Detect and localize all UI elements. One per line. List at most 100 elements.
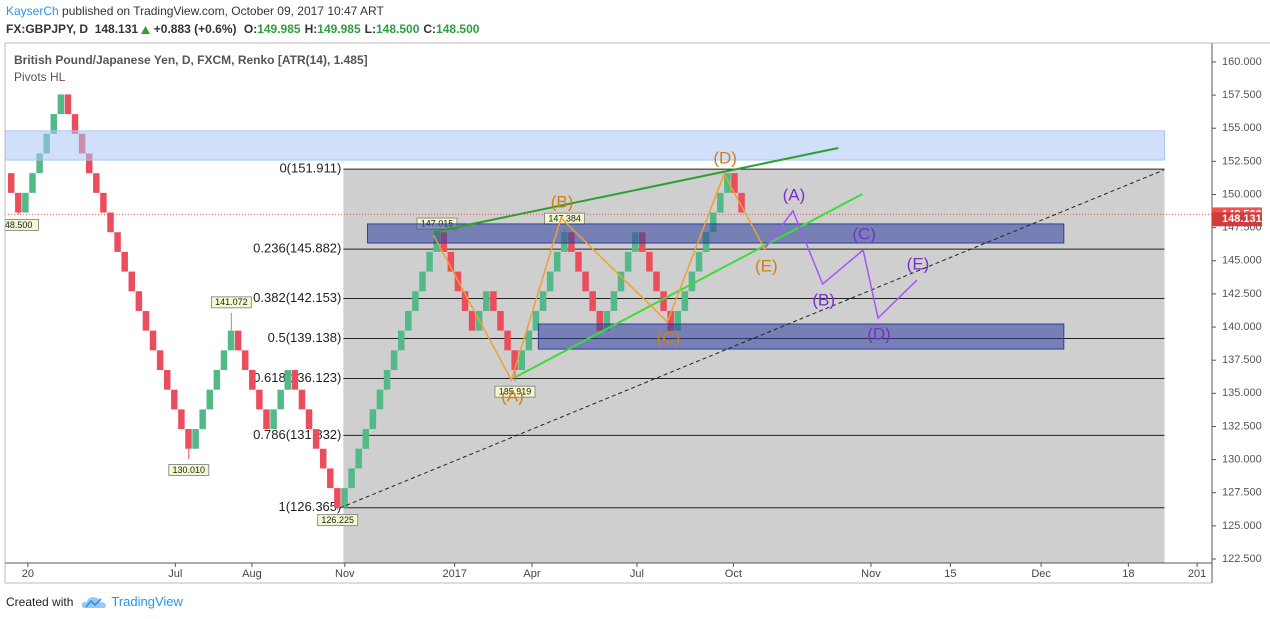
brick [270,409,277,430]
brick [312,429,320,449]
brick [709,212,717,233]
pivot-box [168,464,210,476]
wave-label: (D) [867,325,891,344]
brick [234,330,242,351]
wave-label: (B) [812,290,835,309]
ohlc-key: H: [304,22,318,36]
x-tick-label: 15 [944,568,956,580]
brick [178,409,185,430]
x-tick-label: 20 [22,568,34,580]
pivot-box [210,296,252,309]
brick [511,350,518,371]
author[interactable]: KayserCh [6,4,59,18]
brick [426,251,433,272]
brick [22,192,29,213]
brick [610,291,618,311]
y-tick-label: 122.500 [1222,553,1262,565]
zone [5,130,1165,161]
brick [156,350,164,371]
wave-label: (C) [852,225,876,244]
brick [724,173,731,193]
change: +0.883 (+0.6%) [153,22,237,36]
symbol-line: FX:GBPJPY, D 148.131 +0.883 (+0.6%) O:14… [6,22,479,36]
y-tick-label: 125.000 [1222,520,1262,532]
brick [135,291,143,311]
brick [241,350,249,371]
brick [93,173,100,193]
wave-label: (A) [783,185,806,204]
created-with: Created with [6,594,74,609]
brick [57,94,65,115]
brick [525,330,533,351]
publish-line: KayserCh published on TradingView.com, O… [6,4,384,18]
brick [362,429,370,449]
y-tick-label: 160.000 [1222,56,1262,68]
brick [319,448,327,469]
brick [660,291,667,311]
y-tick-label: 145.000 [1222,255,1262,267]
brick [128,271,136,292]
brick [383,370,391,390]
brick [596,310,604,331]
brick [731,173,738,193]
brand[interactable]: TradingView [111,594,183,609]
last-price-box-label: 148.131 [1222,213,1262,225]
y-tick-label: 155.000 [1222,122,1262,134]
brick [695,251,703,272]
last-price-box [1212,212,1262,227]
brick [192,429,199,449]
wave-label: (D) [713,148,737,167]
brick [575,251,582,272]
brick [114,232,121,252]
brick [532,310,540,331]
brick [483,291,490,311]
brick [263,409,270,430]
brick [71,114,79,134]
chart-title: British Pound/Japanese Yen, D, FXCM, Ren… [14,53,368,67]
brick [617,271,625,292]
brick [412,291,419,311]
brick [64,94,72,115]
x-tick-label: 18 [1122,568,1134,580]
brick [249,370,256,390]
brick [603,310,611,331]
brick [419,271,426,292]
pivot-box [494,385,536,398]
y-tick-label: 132.500 [1222,420,1262,432]
brick [327,468,334,489]
brick [717,192,724,213]
brick [397,330,405,351]
brick [121,251,128,272]
brick [405,310,412,331]
ohlc-value: 148.500 [436,22,480,36]
brick [582,271,589,292]
brick [369,409,377,430]
pivot-box [317,514,359,527]
ohlc-key: L: [364,22,376,36]
pivot-box [5,218,40,231]
brick [518,350,526,371]
x-tick-label: Jul [630,568,644,580]
brick [334,488,341,508]
wave-label: (E) [907,254,930,273]
y-tick-label: 127.500 [1222,487,1262,499]
x-tick-label: Nov [861,568,881,580]
brick [291,370,299,390]
brick [298,389,306,410]
zone [537,323,1065,350]
x-tick-label: Jul [168,568,182,580]
pivot-label: 135.919 [499,387,532,397]
brick [468,310,476,331]
wave-line [432,172,766,383]
x-tick-label: 201 [1188,568,1206,580]
logo [82,596,107,608]
fib-label: 0.382(142.153) [253,290,341,305]
brick [653,271,660,292]
brick [227,330,235,351]
brick [681,291,689,311]
symbol: FX:GBPJPY, D [6,22,89,36]
brick [490,291,497,311]
y-tick-label: 137.500 [1222,354,1262,366]
published: published on TradingView.com, October 09… [62,4,384,18]
pivot-label: 130.010 [173,465,206,475]
